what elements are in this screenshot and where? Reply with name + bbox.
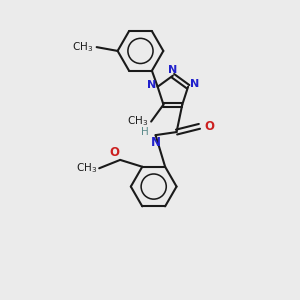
Text: N: N: [147, 80, 156, 90]
Text: $\mathdefault{CH_3}$: $\mathdefault{CH_3}$: [76, 161, 97, 175]
Text: O: O: [204, 120, 214, 133]
Text: O: O: [110, 146, 119, 159]
Text: $\mathdefault{CH_3}$: $\mathdefault{CH_3}$: [72, 40, 94, 54]
Text: $\mathdefault{CH_3}$: $\mathdefault{CH_3}$: [127, 115, 148, 128]
Text: N: N: [168, 64, 178, 75]
Text: N: N: [151, 136, 160, 149]
Text: H: H: [141, 127, 149, 137]
Text: N: N: [190, 79, 199, 89]
